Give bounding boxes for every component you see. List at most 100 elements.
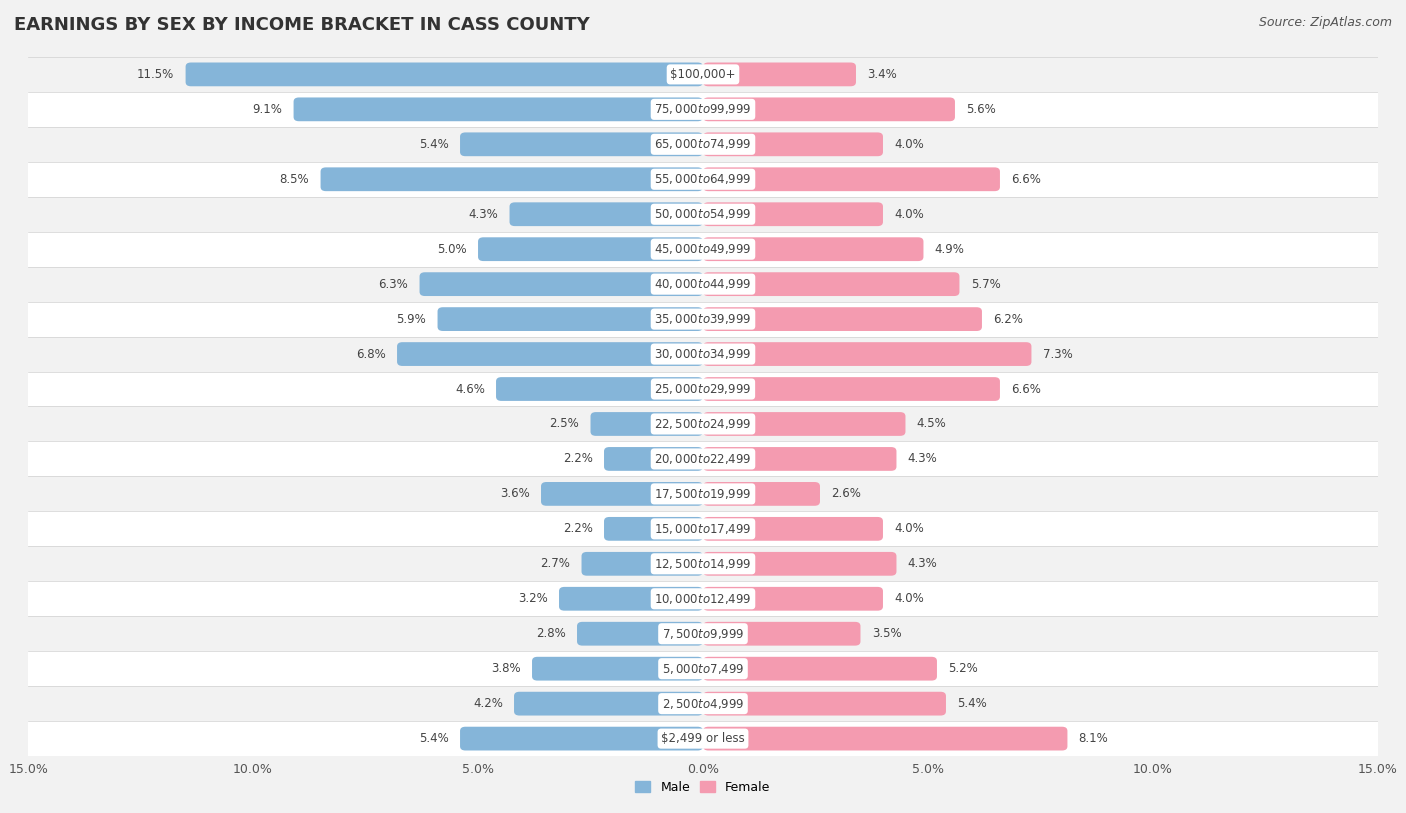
Bar <box>28 651 1378 686</box>
Bar <box>28 372 1378 406</box>
Text: 5.4%: 5.4% <box>957 698 987 710</box>
Text: 4.2%: 4.2% <box>472 698 503 710</box>
FancyBboxPatch shape <box>576 622 703 646</box>
Text: 6.2%: 6.2% <box>993 313 1024 325</box>
Bar <box>28 406 1378 441</box>
Text: 4.3%: 4.3% <box>908 558 938 570</box>
Bar <box>28 337 1378 372</box>
FancyBboxPatch shape <box>437 307 703 331</box>
FancyBboxPatch shape <box>605 517 703 541</box>
Text: 6.8%: 6.8% <box>356 348 385 360</box>
Text: 5.4%: 5.4% <box>419 733 449 745</box>
Text: $12,500 to $14,999: $12,500 to $14,999 <box>654 557 752 571</box>
Text: 8.5%: 8.5% <box>280 173 309 185</box>
Bar <box>28 511 1378 546</box>
Bar <box>28 232 1378 267</box>
Text: 7.3%: 7.3% <box>1043 348 1073 360</box>
FancyBboxPatch shape <box>703 412 905 436</box>
FancyBboxPatch shape <box>496 377 703 401</box>
Text: 4.6%: 4.6% <box>456 383 485 395</box>
Bar <box>28 57 1378 92</box>
Text: 4.0%: 4.0% <box>894 523 924 535</box>
FancyBboxPatch shape <box>460 727 703 750</box>
FancyBboxPatch shape <box>509 202 703 226</box>
Text: 3.4%: 3.4% <box>868 68 897 80</box>
Bar <box>28 127 1378 162</box>
Text: 4.0%: 4.0% <box>894 138 924 150</box>
FancyBboxPatch shape <box>703 237 924 261</box>
FancyBboxPatch shape <box>419 272 703 296</box>
Bar <box>28 546 1378 581</box>
Bar <box>28 197 1378 232</box>
FancyBboxPatch shape <box>703 482 820 506</box>
Text: EARNINGS BY SEX BY INCOME BRACKET IN CASS COUNTY: EARNINGS BY SEX BY INCOME BRACKET IN CAS… <box>14 16 589 34</box>
FancyBboxPatch shape <box>703 517 883 541</box>
Bar <box>28 441 1378 476</box>
Text: $10,000 to $12,499: $10,000 to $12,499 <box>654 592 752 606</box>
Text: 2.7%: 2.7% <box>540 558 571 570</box>
FancyBboxPatch shape <box>478 237 703 261</box>
Text: $100,000+: $100,000+ <box>671 68 735 80</box>
Text: $45,000 to $49,999: $45,000 to $49,999 <box>654 242 752 256</box>
Text: $75,000 to $99,999: $75,000 to $99,999 <box>654 102 752 116</box>
Text: 2.2%: 2.2% <box>562 523 593 535</box>
FancyBboxPatch shape <box>186 63 703 86</box>
FancyBboxPatch shape <box>703 272 959 296</box>
FancyBboxPatch shape <box>531 657 703 680</box>
FancyBboxPatch shape <box>396 342 703 366</box>
Text: 5.0%: 5.0% <box>437 243 467 255</box>
Text: 5.4%: 5.4% <box>419 138 449 150</box>
FancyBboxPatch shape <box>703 202 883 226</box>
FancyBboxPatch shape <box>703 377 1000 401</box>
FancyBboxPatch shape <box>703 587 883 611</box>
Text: 2.8%: 2.8% <box>536 628 565 640</box>
Text: 5.6%: 5.6% <box>966 103 995 115</box>
FancyBboxPatch shape <box>703 692 946 715</box>
Text: Source: ZipAtlas.com: Source: ZipAtlas.com <box>1258 16 1392 29</box>
FancyBboxPatch shape <box>703 657 936 680</box>
Text: $50,000 to $54,999: $50,000 to $54,999 <box>654 207 752 221</box>
FancyBboxPatch shape <box>515 692 703 715</box>
Bar <box>28 302 1378 337</box>
Legend: Male, Female: Male, Female <box>630 776 776 799</box>
Text: 6.3%: 6.3% <box>378 278 408 290</box>
Bar <box>28 476 1378 511</box>
Text: 11.5%: 11.5% <box>138 68 174 80</box>
Text: 6.6%: 6.6% <box>1011 383 1040 395</box>
Text: $15,000 to $17,499: $15,000 to $17,499 <box>654 522 752 536</box>
Text: 4.9%: 4.9% <box>935 243 965 255</box>
Text: $55,000 to $64,999: $55,000 to $64,999 <box>654 172 752 186</box>
FancyBboxPatch shape <box>541 482 703 506</box>
FancyBboxPatch shape <box>605 447 703 471</box>
Text: 4.3%: 4.3% <box>908 453 938 465</box>
Bar <box>28 267 1378 302</box>
Text: $22,500 to $24,999: $22,500 to $24,999 <box>654 417 752 431</box>
Text: 4.5%: 4.5% <box>917 418 946 430</box>
Text: 3.5%: 3.5% <box>872 628 901 640</box>
Bar <box>28 686 1378 721</box>
Bar <box>28 616 1378 651</box>
FancyBboxPatch shape <box>703 307 981 331</box>
Text: $35,000 to $39,999: $35,000 to $39,999 <box>654 312 752 326</box>
FancyBboxPatch shape <box>582 552 703 576</box>
FancyBboxPatch shape <box>703 622 860 646</box>
FancyBboxPatch shape <box>703 63 856 86</box>
FancyBboxPatch shape <box>703 727 1067 750</box>
Text: 4.3%: 4.3% <box>468 208 498 220</box>
Bar <box>28 162 1378 197</box>
FancyBboxPatch shape <box>591 412 703 436</box>
FancyBboxPatch shape <box>560 587 703 611</box>
FancyBboxPatch shape <box>703 342 1032 366</box>
Text: 6.6%: 6.6% <box>1011 173 1040 185</box>
Text: 2.2%: 2.2% <box>562 453 593 465</box>
Bar <box>28 92 1378 127</box>
FancyBboxPatch shape <box>321 167 703 191</box>
Text: 8.1%: 8.1% <box>1078 733 1108 745</box>
Text: 2.6%: 2.6% <box>831 488 860 500</box>
Text: $40,000 to $44,999: $40,000 to $44,999 <box>654 277 752 291</box>
Text: 5.9%: 5.9% <box>396 313 426 325</box>
FancyBboxPatch shape <box>294 98 703 121</box>
FancyBboxPatch shape <box>703 447 897 471</box>
Text: 9.1%: 9.1% <box>253 103 283 115</box>
Text: 5.2%: 5.2% <box>948 663 979 675</box>
